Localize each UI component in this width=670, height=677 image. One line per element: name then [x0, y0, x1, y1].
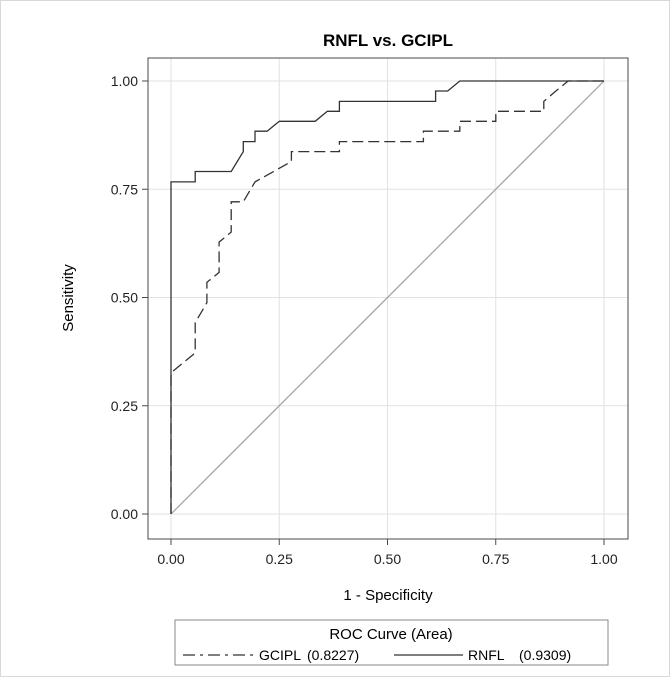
series-group — [170, 80, 604, 514]
legend-box — [174, 619, 609, 666]
legend-area-rnfl: (0.9309) — [519, 647, 571, 663]
y-axis-label: Sensitivity — [60, 264, 77, 332]
grid-lines — [148, 58, 628, 539]
y-tick-label: 0.25 — [111, 398, 138, 414]
x-tick-label: 0.50 — [374, 551, 401, 567]
y-tick-label: 0.75 — [111, 181, 138, 197]
x-tick-label: 0.75 — [482, 551, 509, 567]
legend-area-gcipl: (0.8227) — [307, 647, 359, 663]
y-tick-label: 0.00 — [111, 506, 138, 522]
series-line-rnfl — [170, 80, 604, 514]
series-line-gcipl — [170, 80, 604, 514]
legend-label-rnfl: RNFL — [468, 647, 505, 663]
legend-title: ROC Curve (Area) — [329, 626, 452, 643]
y-tick-label: 0.50 — [111, 290, 138, 306]
legend-label-gcipl: GCIPL — [259, 647, 301, 663]
x-axis-ticks: 0.00 0.25 0.50 0.75 1.00 — [157, 539, 618, 567]
diagonal-reference-line — [170, 80, 605, 515]
y-tick-label: 1.00 — [111, 73, 138, 89]
x-tick-label: 1.00 — [590, 551, 617, 567]
y-axis-ticks: 0.00 0.25 0.50 0.75 1.00 — [111, 73, 148, 522]
x-tick-label: 0.00 — [157, 551, 184, 567]
legend: ROC Curve (Area) GCIPL (0.8227) RNFL (0.… — [174, 619, 609, 666]
x-tick-label: 0.25 — [266, 551, 293, 567]
chart-title: RNFL vs. GCIPL — [323, 31, 453, 50]
x-axis-label: 1 - Specificity — [343, 587, 433, 604]
reference-line — [170, 80, 605, 515]
